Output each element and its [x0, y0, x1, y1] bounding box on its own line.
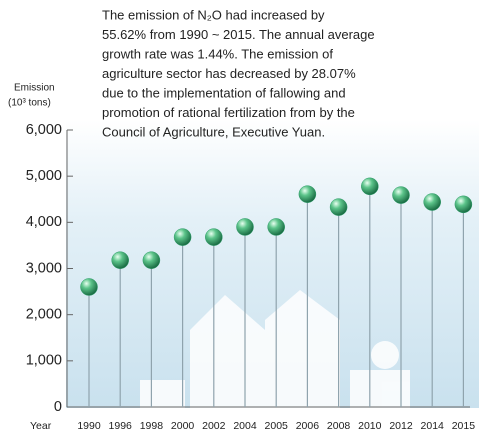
marker — [361, 177, 379, 196]
marker — [111, 251, 129, 269]
y-tick-label: 2,000 — [26, 306, 62, 322]
x-tick-label: 2014 — [421, 420, 445, 432]
annotation-line: Council of Agriculture, Executive Yuan. — [102, 124, 325, 139]
x-tick-label: 2004 — [233, 420, 257, 432]
x-tick-label: 2010 — [358, 420, 382, 432]
marker — [454, 195, 473, 214]
y-tick-label: 1,000 — [26, 353, 62, 369]
y-axis-label: (10³ tons) — [8, 98, 51, 109]
x-tick-label: 2000 — [171, 420, 195, 432]
marker — [267, 218, 285, 236]
y-tick-label: 5,000 — [26, 168, 62, 184]
y-tick-label: 0 — [54, 399, 62, 415]
marker — [205, 228, 223, 246]
marker — [423, 193, 441, 211]
annotation-line: The emission of N₂O had increased by — [102, 7, 325, 22]
marker — [329, 198, 348, 216]
x-tick-label: 2008 — [327, 420, 351, 432]
x-tick-label: 2015 — [452, 420, 476, 432]
x-tick-label: 1998 — [140, 420, 164, 432]
marker — [298, 185, 317, 203]
x-tick-label: 2006 — [296, 420, 320, 432]
marker — [392, 186, 410, 204]
marker — [80, 278, 98, 296]
y-tick-label: 6,000 — [26, 122, 62, 138]
marker — [173, 228, 192, 246]
x-tick-label: 2002 — [202, 420, 226, 432]
marker — [236, 218, 254, 236]
y-tick-label: 3,000 — [26, 260, 62, 276]
annotation-line: due to the implementation of fallowing a… — [102, 85, 346, 100]
x-tick-label: 1990 — [77, 420, 101, 432]
x-tick-label: 2012 — [389, 420, 413, 432]
x-tick-label: 1996 — [109, 420, 133, 432]
annotation-line: 55.62% from 1990 ~ 2015. The annual aver… — [102, 27, 375, 42]
annotation-line: promotion of rational fertilization from… — [102, 105, 355, 120]
annotation-line: growth rate was 1.44%. The emission of — [102, 46, 333, 61]
annotation-line: agriculture sector has decreased by 28.0… — [102, 66, 356, 81]
y-tick-label: 4,000 — [26, 214, 62, 230]
barn-silhouette — [140, 290, 410, 408]
x-axis-label: Year — [30, 420, 52, 432]
y-axis-label: Emission — [14, 83, 55, 94]
x-tick-label: 2005 — [265, 420, 289, 432]
marker — [142, 251, 161, 269]
